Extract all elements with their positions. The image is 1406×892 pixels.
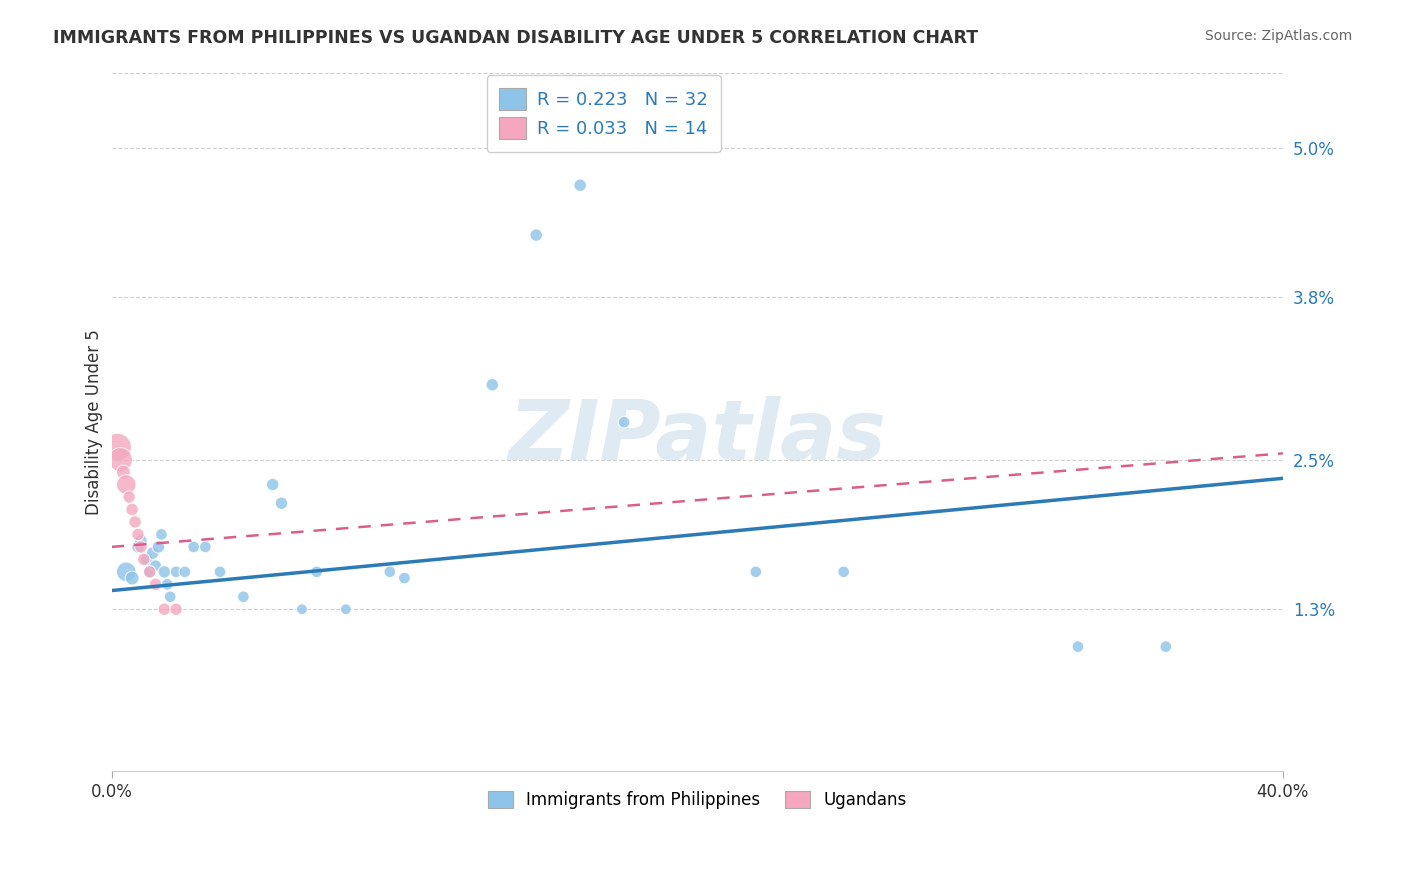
Point	[156, 577, 179, 591]
Point	[270, 496, 292, 510]
Point	[1154, 640, 1177, 654]
Point	[335, 602, 357, 616]
Point	[138, 565, 160, 579]
Point	[394, 571, 416, 585]
Point	[165, 565, 187, 579]
Text: IMMIGRANTS FROM PHILIPPINES VS UGANDAN DISABILITY AGE UNDER 5 CORRELATION CHART: IMMIGRANTS FROM PHILIPPINES VS UGANDAN D…	[53, 29, 979, 46]
Point	[832, 565, 855, 579]
Point	[127, 540, 149, 554]
Point	[524, 228, 547, 243]
Text: Source: ZipAtlas.com: Source: ZipAtlas.com	[1205, 29, 1353, 43]
Point	[613, 415, 636, 429]
Point	[145, 558, 167, 573]
Point	[121, 502, 143, 516]
Point	[145, 577, 167, 591]
Point	[153, 565, 176, 579]
Point	[305, 565, 328, 579]
Point	[262, 477, 284, 491]
Y-axis label: Disability Age Under 5: Disability Age Under 5	[86, 329, 103, 515]
Point	[138, 565, 160, 579]
Legend: Immigrants from Philippines, Ugandans: Immigrants from Philippines, Ugandans	[481, 784, 914, 815]
Point	[121, 571, 143, 585]
Point	[183, 540, 205, 554]
Point	[378, 565, 401, 579]
Point	[148, 540, 170, 554]
Point	[132, 552, 155, 566]
Point	[232, 590, 254, 604]
Point	[1067, 640, 1090, 654]
Point	[150, 527, 173, 541]
Point	[481, 377, 503, 392]
Text: ZIPatlas: ZIPatlas	[509, 396, 886, 476]
Point	[107, 440, 129, 454]
Point	[115, 565, 138, 579]
Point	[194, 540, 217, 554]
Point	[291, 602, 314, 616]
Point	[208, 565, 231, 579]
Point	[127, 527, 149, 541]
Point	[142, 546, 165, 560]
Point	[129, 540, 152, 554]
Point	[110, 452, 132, 467]
Point	[569, 178, 592, 193]
Point	[159, 590, 181, 604]
Point	[118, 490, 141, 504]
Point	[124, 515, 146, 529]
Point	[173, 565, 195, 579]
Point	[153, 602, 176, 616]
Point	[745, 565, 768, 579]
Point	[129, 533, 152, 548]
Point	[112, 465, 135, 479]
Point	[115, 477, 138, 491]
Point	[165, 602, 187, 616]
Point	[135, 552, 157, 566]
